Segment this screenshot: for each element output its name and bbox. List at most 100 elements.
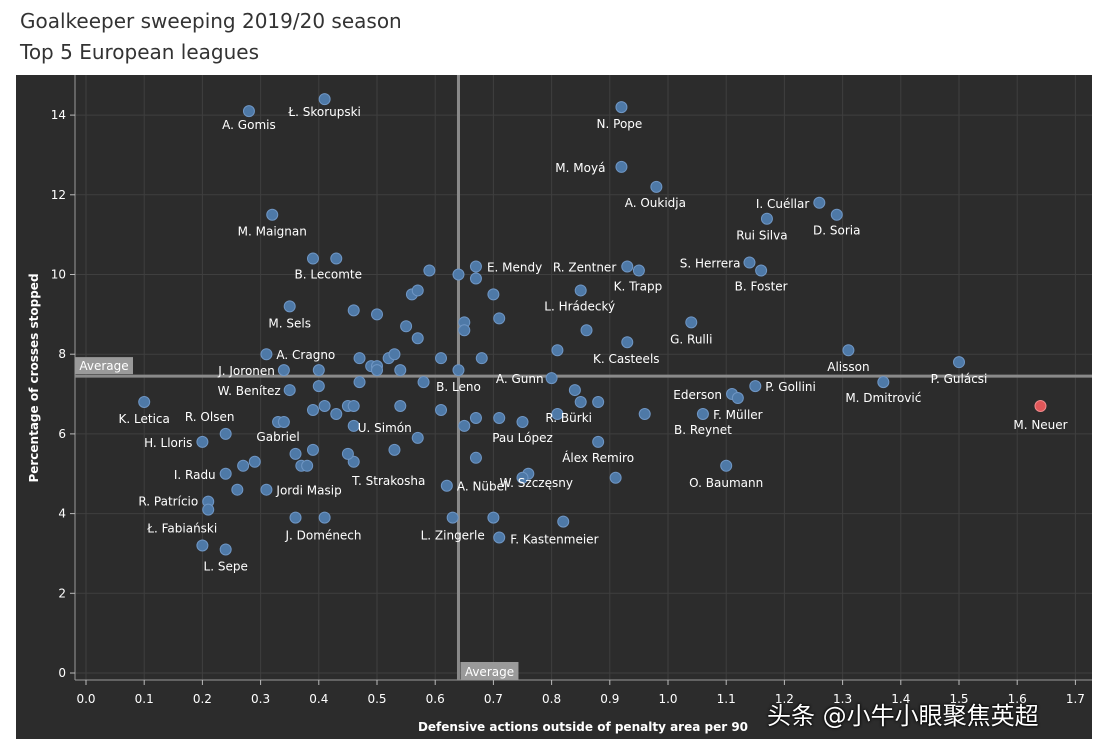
point-label-gabriel: Gabriel xyxy=(256,430,299,444)
data-point xyxy=(306,252,319,265)
data-point xyxy=(469,272,482,285)
x-tick-label: 1.1 xyxy=(717,692,736,706)
data-point xyxy=(609,471,622,484)
point-label-e-mendy: E. Mendy xyxy=(487,261,542,275)
point-label-a-gomis: A. Gomis xyxy=(222,118,276,132)
x-tick-label: 0.4 xyxy=(309,692,328,706)
data-point xyxy=(551,344,564,357)
point-label-pau-lo-pez: Pau López xyxy=(492,431,553,445)
point-label-ederson: Ederson xyxy=(673,388,722,402)
data-point-r-olsen xyxy=(219,427,232,440)
point-label-d-soria: D. Soria xyxy=(813,224,860,238)
title-block: Goalkeeper sweeping 2019/20 season Top 5… xyxy=(20,6,402,68)
point-label-alisson: Alisson xyxy=(827,360,869,374)
data-point xyxy=(347,304,360,317)
data-point-rui-silva xyxy=(760,212,773,225)
point-label-m-maignan: M. Maignan xyxy=(238,225,307,239)
point-label-m-neuer: M. Neuer xyxy=(1013,418,1067,432)
data-point xyxy=(289,447,302,460)
data-point xyxy=(458,419,471,432)
data-point xyxy=(306,443,319,456)
point-label-g-rulli: G. Rulli xyxy=(670,332,712,346)
data-point-f-mu-ller xyxy=(731,392,744,405)
data-point-f-kastenmeier xyxy=(493,531,506,544)
point-label-t-strakosha: T. Strakosha xyxy=(351,474,425,488)
data-point-r-zentner xyxy=(621,260,634,273)
x-tick-label: 0.7 xyxy=(484,692,503,706)
data-point xyxy=(487,288,500,301)
data-point xyxy=(341,447,354,460)
y-tick-label: 6 xyxy=(58,427,66,441)
point-label-o-baumann: O. Baumann xyxy=(689,476,763,490)
point-label-a-oukidja: A. Oukidja xyxy=(625,196,686,210)
data-point xyxy=(551,407,564,420)
data-point xyxy=(318,511,331,524)
average-x-label-bg xyxy=(460,662,519,680)
x-tick-label: 1.4 xyxy=(891,692,910,706)
point-label-rui-silva: Rui Silva xyxy=(736,229,787,243)
data-point-k-casteels xyxy=(621,336,634,349)
point-label-i-radu: I. Radu xyxy=(174,468,216,482)
point-label-k-letica: K. Letica xyxy=(119,412,170,426)
data-point-s-herrera xyxy=(743,256,756,269)
data-point xyxy=(487,511,500,524)
data-point-m-moya xyxy=(615,160,628,173)
data-point-fabian-ski xyxy=(202,503,215,516)
point-label-w-beni-tez: W. Benítez xyxy=(218,384,281,398)
data-point-w-beni-tez xyxy=(283,384,296,397)
data-point xyxy=(394,400,407,413)
data-point-d-soria xyxy=(830,208,843,221)
point-label-m-moya: M. Moyá xyxy=(555,161,605,175)
data-point-a-lex-remiro xyxy=(592,435,605,448)
x-tick-label: 1.3 xyxy=(833,692,852,706)
point-label-a-nu-bel: A. Nübel xyxy=(457,480,508,494)
point-label-skorupski: Ł. Skorupski xyxy=(287,105,361,119)
chart-subtitle: Top 5 European leagues xyxy=(20,40,260,64)
x-tick-label: 0.8 xyxy=(542,692,561,706)
x-tick-label: 0.5 xyxy=(367,692,386,706)
y-tick-label: 4 xyxy=(58,507,66,521)
point-label-m-dmitrovic: M. Dmitrović xyxy=(845,391,921,405)
x-tick-label: 1.5 xyxy=(949,692,968,706)
point-label-l-zingerle: L. Zingerle xyxy=(421,529,485,543)
x-tick-label: 1.6 xyxy=(1008,692,1027,706)
data-point xyxy=(557,515,570,528)
data-point xyxy=(580,324,593,337)
average-x-label: Average xyxy=(465,665,514,679)
chart-title: Goalkeeper sweeping 2019/20 season xyxy=(20,9,402,33)
point-label-p-gollini: P. Gollini xyxy=(765,380,816,394)
data-point xyxy=(638,407,651,420)
data-point xyxy=(312,364,325,377)
y-axis-title: Percentage of crosses stopped xyxy=(27,273,41,482)
point-label-w-szcze-sny: W. Szczęsny xyxy=(500,476,573,490)
data-point-h-lloris xyxy=(196,435,209,448)
data-point-p-gula-csi xyxy=(953,356,965,369)
x-tick-label: 0.1 xyxy=(135,692,154,706)
data-point-b-leno xyxy=(452,364,465,377)
point-label-r-bu-rki: R. Bürki xyxy=(545,411,592,425)
point-label-n-pope: N. Pope xyxy=(597,117,643,131)
data-point-r-bu-rki xyxy=(574,396,587,409)
x-tick-label: 0.6 xyxy=(426,692,445,706)
x-tick-label: 1.2 xyxy=(775,692,794,706)
data-point-skorupski xyxy=(318,93,331,106)
data-point-a-nu-bel xyxy=(440,479,453,492)
data-point-m-maignan xyxy=(266,208,279,221)
y-tick-label: 0 xyxy=(58,666,66,680)
data-point-j-dome-nech xyxy=(289,511,302,524)
point-label-f-mu-ller: F. Müller xyxy=(713,408,763,422)
data-point xyxy=(475,352,488,365)
point-label-b-leno: B. Leno xyxy=(436,380,481,394)
point-label-i-cue-llar: I. Cuéllar xyxy=(756,197,810,211)
x-tick-label: 0.2 xyxy=(193,692,212,706)
data-point xyxy=(394,364,407,377)
data-point xyxy=(568,384,581,397)
data-point-pau-lo-pez xyxy=(516,415,529,428)
data-point-l-sepe xyxy=(219,543,232,556)
data-point xyxy=(411,332,424,345)
point-label-h-lloris: H. Lloris xyxy=(144,436,192,450)
data-point-m-neuer xyxy=(1034,400,1047,413)
x-tick-label: 0.0 xyxy=(76,692,95,706)
data-point-k-trapp xyxy=(632,264,645,277)
data-point-a-oukidja xyxy=(650,180,663,193)
